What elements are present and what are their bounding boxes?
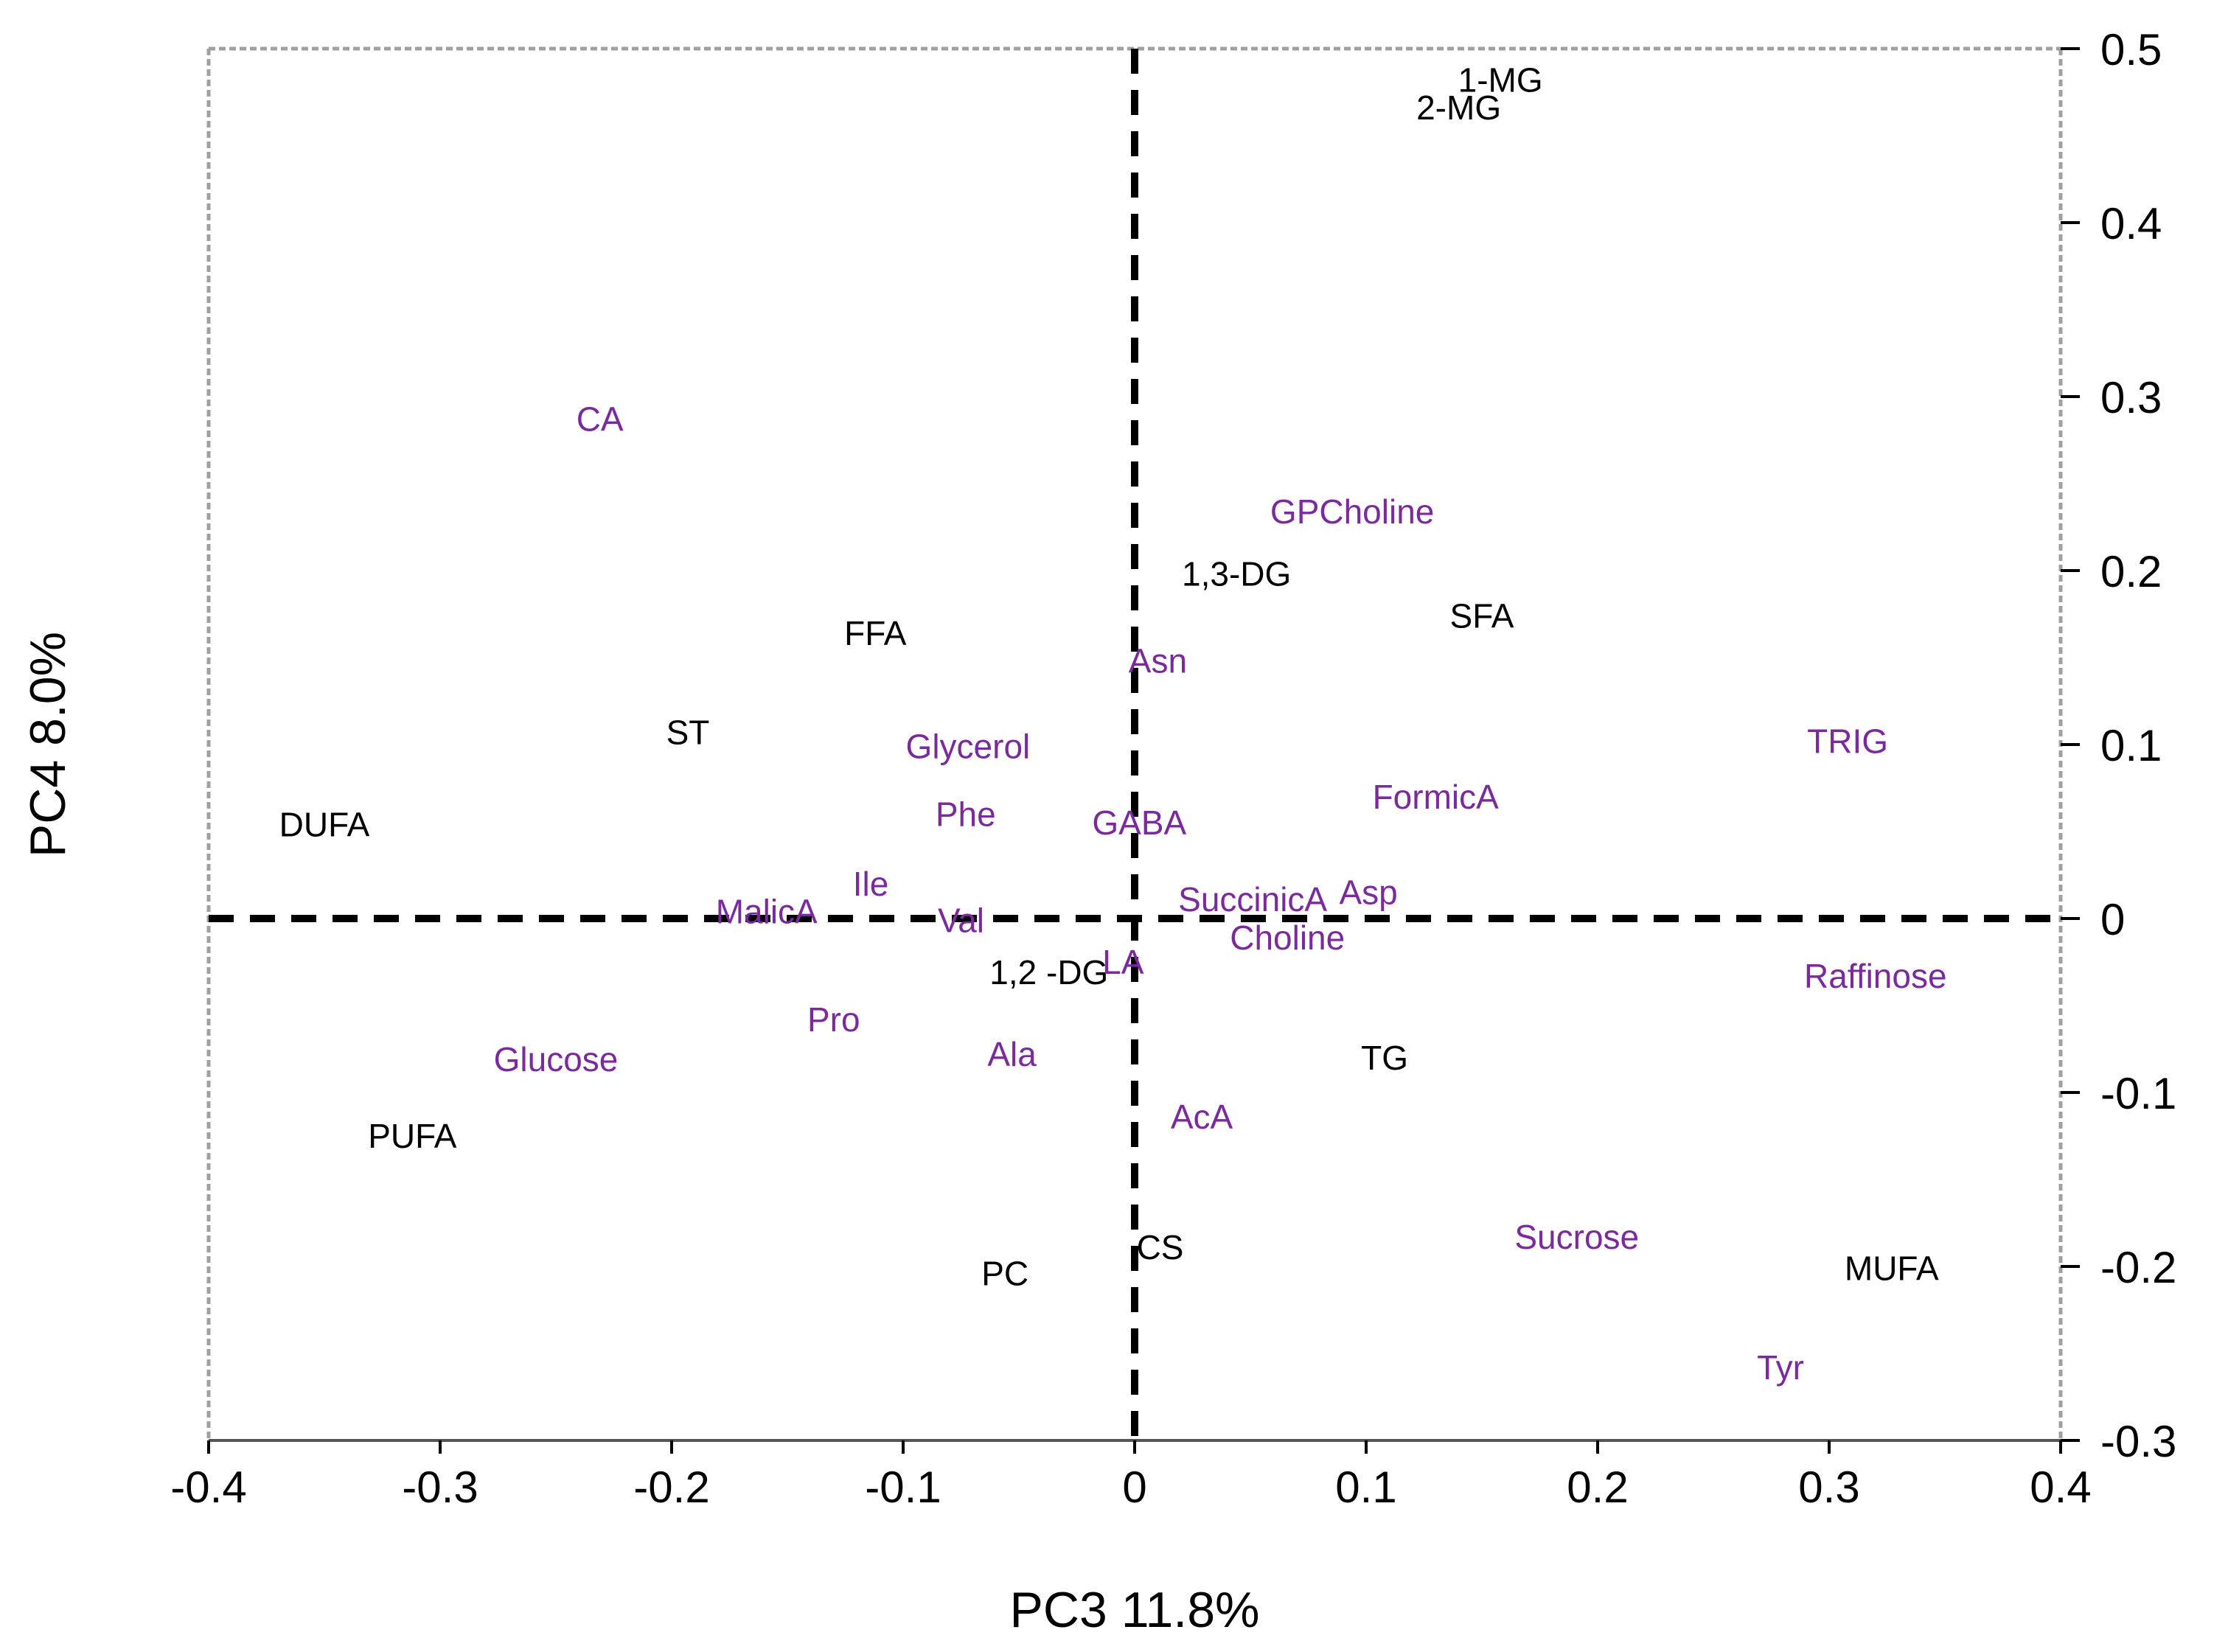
x-tick-label: 0.1	[1335, 1463, 1396, 1512]
point-label-lipid: ST	[666, 713, 710, 751]
point-label-metabolite: Ala	[987, 1035, 1037, 1073]
point-label-lipid: SFA	[1450, 596, 1514, 635]
x-tick-label: 0.3	[1798, 1463, 1859, 1512]
y-axis-title: PC4 8.0%	[20, 632, 76, 857]
point-label-metabolite: LA	[1102, 943, 1144, 981]
x-tick-label: -0.2	[633, 1463, 709, 1512]
point-label-metabolite: Phe	[936, 795, 996, 833]
y-tick-label: 0.4	[2100, 199, 2162, 248]
point-label-metabolite: Asp	[1340, 874, 1398, 912]
point-label-metabolite: Tyr	[1757, 1348, 1804, 1387]
point-label-lipid: 1-MG	[1458, 60, 1543, 99]
x-tick-label: -0.1	[865, 1463, 941, 1512]
point-label-metabolite: Raffinose	[1804, 957, 1947, 995]
point-label-metabolite: Glycerol	[906, 727, 1031, 765]
point-label-metabolite: TRIG	[1807, 722, 1888, 760]
point-label-metabolite: Asn	[1129, 642, 1187, 680]
point-label-metabolite: Val	[938, 901, 984, 939]
x-tick-label: 0.2	[1567, 1463, 1628, 1512]
point-label-metabolite: SuccinicA	[1178, 880, 1327, 919]
point-label-lipid: PUFA	[368, 1117, 456, 1155]
y-tick-label: -0.3	[2100, 1417, 2176, 1466]
point-label-metabolite: Sucrose	[1514, 1218, 1639, 1256]
y-tick-label: 0.3	[2100, 373, 2162, 422]
point-label-lipid: FFA	[844, 614, 907, 652]
y-tick-label: 0.2	[2100, 547, 2162, 596]
y-tick-label: -0.2	[2100, 1243, 2176, 1292]
point-label-lipid: CS	[1137, 1228, 1184, 1266]
x-tick-label: 0	[1122, 1463, 1146, 1512]
point-label-metabolite: FormicA	[1373, 778, 1500, 816]
point-label-metabolite: Choline	[1230, 919, 1345, 957]
point-label-metabolite: Pro	[807, 1000, 860, 1039]
x-tick-label: -0.3	[402, 1463, 478, 1512]
point-label-lipid: TG	[1361, 1039, 1408, 1077]
point-label-metabolite: GPCholine	[1270, 492, 1434, 531]
point-label-metabolite: Ile	[853, 865, 889, 903]
point-label-lipid: 1,3-DG	[1182, 555, 1291, 593]
point-label-lipid: 1,2 -DG	[989, 953, 1108, 991]
point-label-lipid: MUFA	[1845, 1249, 1939, 1287]
point-label-metabolite: AcA	[1171, 1098, 1233, 1136]
y-tick-label: 0.1	[2100, 721, 2162, 770]
y-tick-label: 0	[2100, 895, 2125, 944]
point-label-metabolite: CA	[577, 400, 624, 439]
point-label-metabolite: Glucose	[494, 1040, 619, 1078]
x-tick-label: -0.4	[170, 1463, 246, 1512]
point-label-metabolite: MalicA	[716, 893, 818, 931]
x-tick-label: 0.4	[2030, 1463, 2091, 1512]
point-label-metabolite: GABA	[1092, 804, 1186, 842]
y-tick-label: -0.1	[2100, 1069, 2176, 1118]
point-label-lipid: PC	[981, 1254, 1028, 1292]
y-tick-label: 0.5	[2100, 25, 2162, 74]
x-axis-title: PC3 11.8%	[1010, 1582, 1260, 1638]
point-label-lipid: 2-MG	[1416, 88, 1501, 127]
point-label-lipid: DUFA	[279, 806, 370, 844]
